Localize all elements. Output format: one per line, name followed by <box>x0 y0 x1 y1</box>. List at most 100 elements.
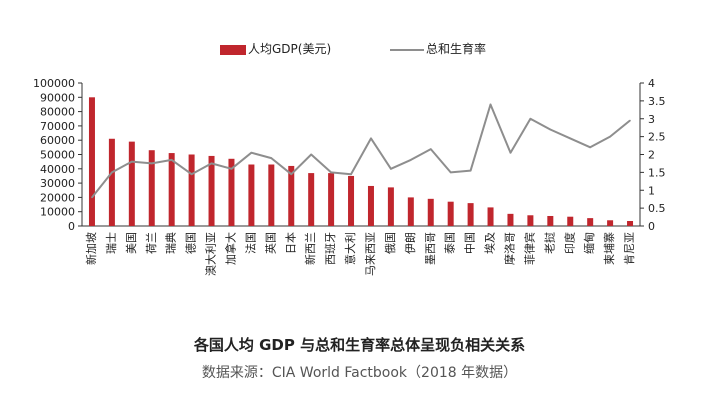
x-tick-label: 伊朗 <box>404 232 417 254</box>
x-tick-label: 瑞士 <box>104 232 118 254</box>
fertility-point <box>410 159 412 161</box>
fertility-point <box>210 162 213 165</box>
fertility-point <box>549 128 552 131</box>
gdp-bar <box>467 203 474 226</box>
gdp-bar <box>328 173 335 226</box>
bars <box>88 97 634 226</box>
gdp-bar <box>567 216 574 226</box>
fertility-point <box>569 137 572 140</box>
x-tick-label: 日本 <box>283 232 297 254</box>
fertility-point <box>390 168 392 170</box>
legend-item-fertility: 总和生育率 <box>390 40 486 57</box>
y-tick-label-left: 70000 <box>40 120 75 133</box>
chart-svg: 0100002000030000400005000060000700008000… <box>33 77 666 276</box>
y-tick-label-right: 3.5 <box>648 95 666 108</box>
y-tick-label-right: 0 <box>648 220 655 233</box>
x-tick-label: 英国 <box>263 232 277 254</box>
legend-item-gdp: 人均GDP(美元) <box>220 40 331 57</box>
fertility-point <box>370 137 372 140</box>
gdp-bar <box>447 201 454 226</box>
x-tick-labels: 新加坡 瑞士 美国 荷兰 瑞典 德国 澳大利亚 加拿大 法国 英国 日本 新西兰 西班牙 意大利 马来西亚俄… <box>84 232 636 276</box>
x-tick-label: 缅甸 <box>582 232 596 254</box>
gdp-bar <box>268 164 275 226</box>
fertility-point <box>529 117 532 120</box>
chart-source: 数据来源：CIA World Factbook（2018 年数据） <box>201 365 518 381</box>
x-tick-label: 俄国 <box>384 232 397 254</box>
x-tick-label: 澳大利亚 <box>204 232 218 276</box>
fertility-point <box>509 151 512 154</box>
y-tick-label-left: 80000 <box>40 106 75 119</box>
x-tick-label: 墨西哥 <box>424 232 437 265</box>
fertility-point <box>609 135 611 138</box>
gdp-bar <box>627 220 634 226</box>
gdp-bar <box>228 158 235 226</box>
y-tick-label-left: 30000 <box>40 177 75 190</box>
gdp-bar <box>547 215 554 226</box>
gdp-bar <box>527 215 534 226</box>
y-tick-label-left: 0 <box>68 220 75 233</box>
y-tick-label-right: 3 <box>648 113 655 126</box>
fertility-point <box>310 153 312 156</box>
y-tick-label-left: 50000 <box>40 149 75 162</box>
gdp-bar <box>487 207 494 226</box>
x-tick-label: 瑞典 <box>164 232 178 254</box>
fertility-point <box>131 160 133 163</box>
fertility-line <box>91 103 631 199</box>
gdp-bar <box>308 173 315 226</box>
fertility-point <box>190 173 193 175</box>
fertility-point <box>429 148 432 150</box>
gdp-bar <box>108 138 115 226</box>
x-tick-label: 新加坡 <box>84 232 98 265</box>
gdp-bar <box>88 97 95 226</box>
legend-line-swatch <box>390 48 424 51</box>
gdp-bar <box>248 164 255 226</box>
fertility-point <box>230 168 233 170</box>
x-tick-label: 新西兰 <box>303 232 317 265</box>
gdp-bar <box>168 153 175 226</box>
x-tick-label: 泰国 <box>443 232 457 254</box>
x-tick-label: 埃及 <box>483 232 497 254</box>
gdp-bar <box>148 150 155 226</box>
gdp-bar <box>288 165 295 226</box>
x-tick-label: 柬埔寨 <box>602 232 616 265</box>
fertility-point <box>290 173 293 175</box>
x-tick-label: 摩洛哥 <box>502 232 516 265</box>
x-tick-label: 中国 <box>464 232 477 254</box>
x-tick-label: 印度 <box>562 232 576 254</box>
gdp-bar <box>188 154 195 226</box>
fertility-point <box>350 173 352 175</box>
fertility-point <box>170 159 173 161</box>
fertility-point <box>270 157 273 159</box>
gdp-bar <box>348 175 355 226</box>
chart-title: 各国人均 GDP 与总和生育率总体呈现负相关关系 <box>193 336 526 354</box>
legend-label-gdp: 人均GDP(美元) <box>248 42 332 56</box>
x-tick-label: 荷兰 <box>145 232 158 254</box>
y-tick-label-right: 2 <box>648 149 655 162</box>
fertility-point <box>330 171 332 174</box>
y-tick-label-left: 40000 <box>40 163 75 176</box>
y-tick-label-right: 4 <box>648 77 655 90</box>
gdp-bar <box>387 187 394 226</box>
fertility-point <box>469 169 472 172</box>
fertility-series-line <box>91 103 631 199</box>
x-tick-label: 菲律宾 <box>522 232 536 265</box>
x-tick-label: 马来西亚 <box>364 232 377 276</box>
fertility-point <box>449 171 452 174</box>
fertility-point <box>489 103 492 106</box>
gdp-bar <box>427 198 434 226</box>
x-tick-label: 法国 <box>243 232 257 254</box>
fertility-point <box>250 151 253 154</box>
y-tick-label-left: 20000 <box>40 191 75 204</box>
y-tick-label-right: 2.5 <box>648 131 666 144</box>
y-tick-label-left: 90000 <box>40 91 75 104</box>
gdp-bar <box>367 185 374 226</box>
gdp-bar <box>507 213 514 226</box>
y-tick-label-left: 10000 <box>40 206 75 219</box>
y-tick-label-right: 0.5 <box>648 202 666 215</box>
x-tick-label: 老挝 <box>542 232 556 254</box>
y-tick-label-right: 1.5 <box>648 166 666 179</box>
fertility-point <box>150 162 153 165</box>
fertility-point <box>91 196 93 199</box>
fertility-point <box>111 171 113 174</box>
gdp-bar <box>208 155 215 226</box>
